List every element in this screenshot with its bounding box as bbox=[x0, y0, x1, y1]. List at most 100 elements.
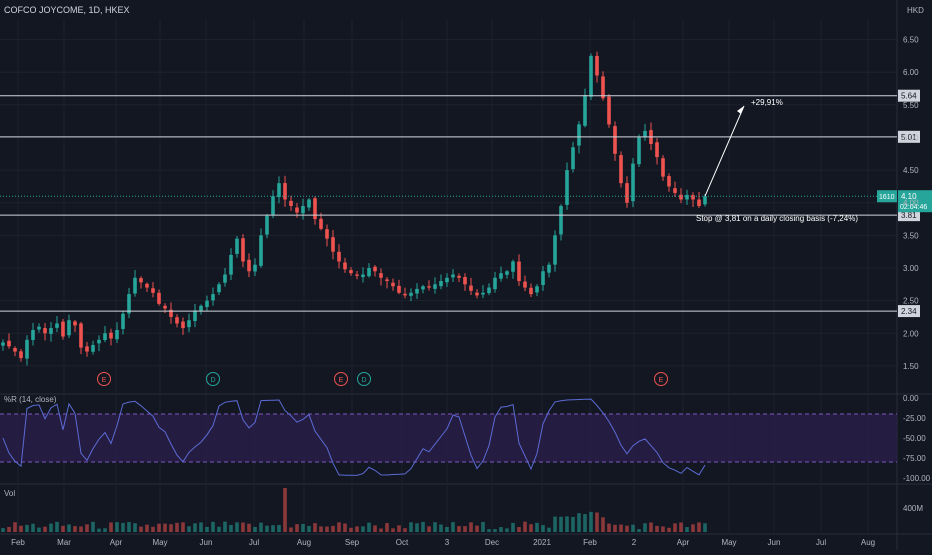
last-price-tag bbox=[898, 190, 932, 213]
volume-bar bbox=[289, 527, 293, 532]
candle-body bbox=[91, 345, 95, 352]
williams-r-band bbox=[0, 414, 897, 462]
candle-body bbox=[493, 277, 497, 290]
candle bbox=[535, 284, 539, 297]
candle-body bbox=[331, 237, 335, 252]
candle bbox=[19, 348, 23, 362]
event-marker-earnings bbox=[97, 372, 111, 386]
volume-bar bbox=[415, 523, 419, 532]
volume-panel[interactable] bbox=[1, 488, 707, 532]
candle-body bbox=[115, 330, 119, 340]
volume-bar bbox=[571, 516, 575, 532]
volume-bar bbox=[25, 524, 29, 532]
level-tag bbox=[898, 305, 920, 318]
candle-body bbox=[475, 292, 479, 296]
volume-bar bbox=[601, 517, 605, 532]
x-tick-label: 3 bbox=[445, 538, 450, 547]
volume-bar bbox=[445, 526, 449, 532]
volume-bar bbox=[667, 527, 671, 532]
volume-bar bbox=[583, 514, 587, 532]
event-marker-label: D bbox=[361, 377, 366, 384]
volume-bar bbox=[259, 522, 263, 532]
williams-r-tick-label: -100.00 bbox=[903, 474, 931, 483]
candle bbox=[607, 94, 611, 128]
candle bbox=[67, 314, 71, 338]
candle-body bbox=[31, 330, 35, 340]
candle bbox=[427, 280, 431, 291]
candle bbox=[361, 267, 365, 283]
volume-bar bbox=[7, 526, 11, 532]
candle-body bbox=[199, 305, 203, 311]
currency-label: HKD bbox=[907, 6, 924, 15]
candle bbox=[79, 321, 83, 355]
candle-body bbox=[49, 328, 53, 334]
candle-body bbox=[625, 183, 629, 203]
candle bbox=[181, 317, 185, 335]
x-tick-label: Dec bbox=[485, 538, 499, 547]
candle bbox=[469, 277, 473, 295]
price-panel[interactable] bbox=[1, 51, 707, 366]
candle bbox=[439, 274, 443, 290]
volume-bar bbox=[607, 523, 611, 532]
candle bbox=[211, 287, 215, 306]
volume-bar bbox=[379, 528, 383, 532]
volume-bar bbox=[253, 526, 257, 532]
candle bbox=[337, 244, 341, 269]
volume-bar bbox=[343, 523, 347, 532]
y-tick-label: 2.00 bbox=[903, 329, 919, 338]
volume-bar bbox=[193, 523, 197, 532]
candle-body bbox=[55, 323, 59, 328]
volume-bar bbox=[661, 526, 665, 532]
candle bbox=[49, 322, 53, 342]
candle bbox=[187, 313, 191, 333]
level-tag-label: 2.34 bbox=[901, 307, 917, 316]
target-arrow-head bbox=[737, 106, 744, 114]
candle-body bbox=[145, 283, 149, 288]
volume-bar bbox=[517, 527, 521, 532]
candle-body bbox=[235, 238, 239, 254]
candle-body bbox=[637, 137, 641, 165]
candle bbox=[613, 121, 617, 161]
volume-bar bbox=[211, 521, 215, 532]
candle bbox=[331, 230, 335, 260]
candle bbox=[109, 328, 113, 346]
volume-bar bbox=[457, 526, 461, 532]
candle bbox=[403, 287, 407, 299]
candle-body bbox=[289, 200, 293, 206]
volume-bar bbox=[127, 522, 131, 532]
volume-bar bbox=[367, 522, 371, 532]
candle-body bbox=[667, 176, 671, 187]
volume-bar bbox=[61, 525, 65, 532]
candle-body bbox=[613, 126, 617, 154]
candle bbox=[91, 340, 95, 355]
williams-r-panel[interactable] bbox=[0, 398, 897, 476]
volume-bar bbox=[391, 528, 395, 532]
candle bbox=[673, 181, 677, 197]
volume-bar bbox=[487, 529, 491, 532]
candle bbox=[355, 271, 359, 280]
candle-body bbox=[61, 321, 65, 337]
candle bbox=[13, 346, 17, 357]
candle-body bbox=[523, 281, 527, 288]
volume-bar bbox=[271, 525, 275, 532]
candle bbox=[277, 176, 281, 204]
y-tick-label: 3.00 bbox=[903, 264, 919, 273]
candle-body bbox=[367, 268, 371, 277]
volume-bar bbox=[247, 523, 251, 532]
candle-body bbox=[85, 346, 89, 352]
candle-body bbox=[295, 207, 299, 213]
horizontal-levels[interactable]: 5.64 5.01 3.81 2.34 1610 4.10 02:04:46 bbox=[0, 89, 932, 318]
candle bbox=[313, 196, 317, 225]
volume-title: Vol bbox=[4, 489, 15, 498]
candle bbox=[103, 325, 107, 343]
candle-body bbox=[655, 142, 659, 158]
candle bbox=[667, 173, 671, 192]
candle-body bbox=[253, 264, 257, 272]
volume-bar bbox=[235, 522, 239, 532]
candle-body bbox=[421, 286, 425, 290]
candle bbox=[157, 289, 161, 306]
volume-bar bbox=[85, 524, 89, 532]
